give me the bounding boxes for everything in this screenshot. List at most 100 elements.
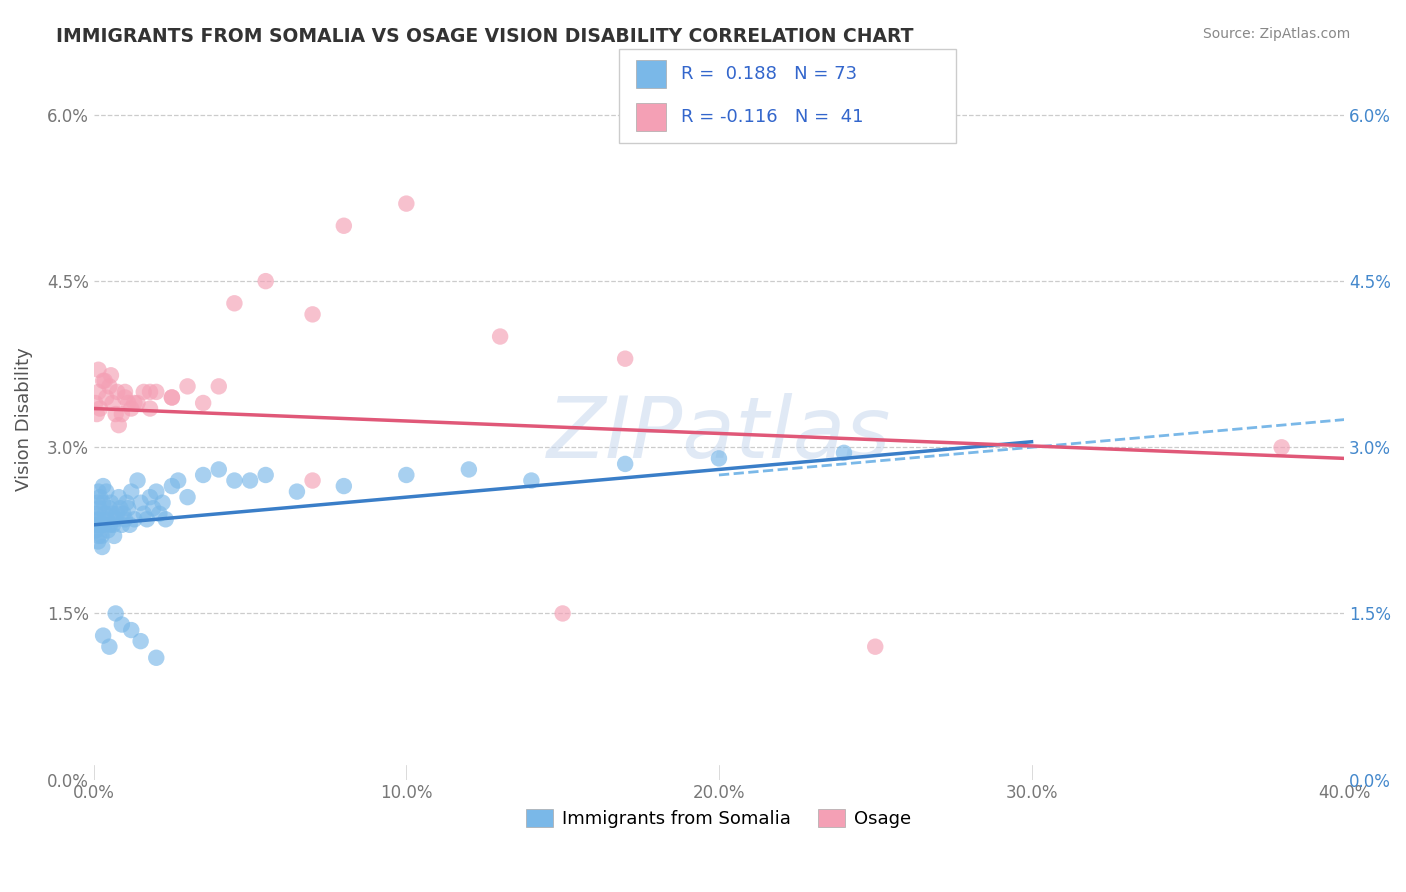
Point [103, 529, 125, 543]
Point [84, 507, 107, 521]
Point [160, 391, 183, 405]
Text: R =  0.188   N = 73: R = 0.188 N = 73 [681, 65, 856, 83]
Point [87, 384, 110, 399]
Text: R = -0.116   N =  41: R = -0.116 N = 41 [681, 108, 863, 126]
Point [152, 496, 174, 510]
Text: ZIPatlas: ZIPatlas [547, 392, 891, 475]
Point [127, 474, 149, 488]
Point [254, 274, 277, 288]
Point [104, 607, 127, 621]
Point [127, 396, 149, 410]
Point [87, 512, 110, 526]
Point [301, 474, 323, 488]
Point [98, 640, 121, 654]
Point [395, 468, 418, 483]
Point [117, 396, 139, 410]
Point [87, 517, 110, 532]
Point [139, 401, 162, 416]
Point [145, 384, 167, 399]
Point [90, 517, 112, 532]
Point [91, 629, 114, 643]
Point [254, 468, 277, 483]
Point [91, 479, 114, 493]
Point [93, 517, 115, 532]
Point [115, 496, 138, 510]
Text: Source: ZipAtlas.com: Source: ZipAtlas.com [1202, 27, 1350, 41]
Point [87, 484, 110, 499]
Point [96, 391, 118, 405]
Point [614, 351, 637, 366]
Point [707, 451, 730, 466]
Point [520, 474, 543, 488]
Point [142, 501, 165, 516]
Point [239, 474, 262, 488]
Point [114, 512, 136, 526]
Point [87, 534, 110, 549]
Point [98, 501, 121, 516]
Point [301, 307, 323, 321]
Point [101, 517, 124, 532]
Point [457, 462, 479, 476]
Legend: Immigrants from Somalia, Osage: Immigrants from Somalia, Osage [519, 802, 918, 836]
Point [208, 379, 231, 393]
Point [100, 368, 122, 383]
Point [132, 507, 155, 521]
Point [489, 329, 512, 343]
Point [333, 219, 356, 233]
Point [91, 374, 114, 388]
Point [395, 196, 418, 211]
Point [832, 446, 855, 460]
Point [96, 512, 118, 526]
Point [176, 490, 198, 504]
Point [224, 296, 246, 310]
Point [167, 474, 190, 488]
Point [93, 374, 115, 388]
Point [145, 484, 167, 499]
Point [110, 501, 132, 516]
Point [91, 540, 114, 554]
Point [107, 418, 129, 433]
Point [105, 384, 128, 399]
Point [94, 507, 117, 521]
Point [114, 391, 136, 405]
Point [104, 512, 127, 526]
Point [129, 496, 152, 510]
Point [97, 524, 120, 538]
Point [145, 650, 167, 665]
Point [86, 496, 108, 510]
Point [120, 623, 142, 637]
Point [111, 517, 134, 532]
Point [87, 363, 110, 377]
Point [208, 462, 231, 476]
Point [89, 501, 111, 516]
Point [98, 517, 121, 532]
Point [117, 501, 139, 516]
Point [98, 379, 121, 393]
Point [112, 507, 135, 521]
Point [1271, 440, 1294, 454]
Point [96, 484, 118, 499]
Point [101, 507, 124, 521]
Point [118, 517, 141, 532]
Point [135, 512, 157, 526]
Point [89, 401, 111, 416]
Point [84, 524, 107, 538]
Point [89, 490, 111, 504]
Point [91, 496, 114, 510]
Point [148, 507, 170, 521]
Point [120, 401, 142, 416]
Point [160, 479, 183, 493]
Point [84, 517, 107, 532]
Y-axis label: Vision Disability: Vision Disability [15, 348, 32, 491]
Point [155, 512, 177, 526]
Point [139, 384, 162, 399]
Point [333, 479, 356, 493]
Point [132, 384, 155, 399]
Point [104, 407, 127, 421]
Point [86, 407, 108, 421]
Point [191, 468, 214, 483]
Point [90, 529, 112, 543]
Point [100, 496, 122, 510]
Point [120, 484, 142, 499]
Point [865, 640, 887, 654]
